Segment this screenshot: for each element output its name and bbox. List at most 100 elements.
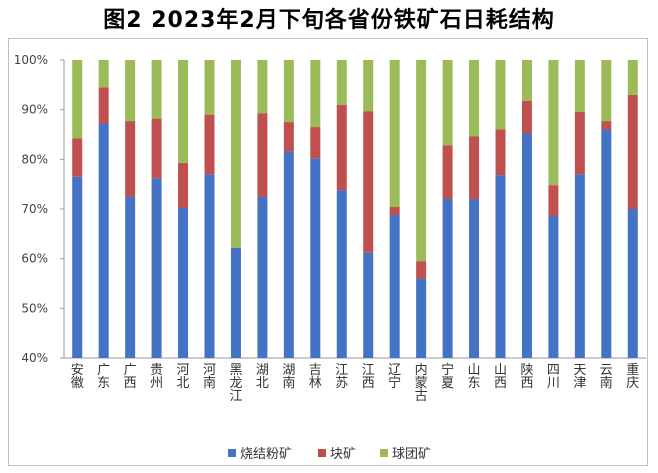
x-category-char: 州	[150, 376, 163, 391]
x-category-char: 北	[256, 376, 269, 391]
bar-segment	[98, 123, 109, 358]
bar-segment	[310, 60, 321, 128]
x-category-char: 河	[203, 363, 216, 378]
bar-segment	[336, 104, 347, 191]
x-category-char: 江	[362, 363, 375, 378]
y-tick-label: 70%	[21, 202, 48, 216]
bar-segment	[495, 175, 506, 358]
chart-frame	[8, 38, 648, 466]
chart-title: 图2 2023年2月下旬各省份铁矿石日耗结构	[103, 8, 555, 33]
x-category-char: 西	[124, 376, 137, 391]
x-category-char: 庆	[626, 376, 639, 391]
bar-segment	[389, 207, 400, 215]
x-category-char: 龙	[229, 376, 242, 391]
y-tick-label: 90%	[21, 103, 48, 117]
bar-segment	[548, 215, 559, 358]
x-category-char: 川	[547, 376, 560, 391]
x-category-char: 西	[520, 376, 533, 391]
bar-segment	[125, 196, 136, 358]
bar-segment	[601, 129, 612, 358]
legend-label: 球团矿	[392, 447, 431, 462]
bar-segment	[72, 176, 83, 358]
bar-segment	[151, 178, 162, 358]
x-category-char: 南	[600, 375, 613, 391]
bar-segment	[469, 60, 480, 137]
bar-segment	[125, 60, 136, 122]
bar-segment	[230, 60, 241, 248]
y-tick-label: 40%	[21, 351, 48, 365]
x-category-char: 东	[97, 376, 110, 391]
bar-segment	[178, 60, 189, 163]
bar-segment	[283, 151, 294, 358]
x-category-char: 苏	[335, 375, 348, 391]
bar-segment	[204, 114, 215, 175]
bar-segment	[389, 60, 400, 208]
bar-segment	[495, 129, 506, 176]
bar-segment	[257, 196, 268, 358]
x-category-char: 蒙	[415, 376, 428, 391]
x-category-char: 津	[573, 376, 586, 391]
x-category-char: 广	[124, 363, 137, 378]
bar-segment	[521, 60, 532, 101]
bar-segment	[230, 247, 241, 358]
bar-segment	[601, 121, 612, 130]
bar-segment	[310, 158, 321, 358]
bar-segment	[442, 199, 453, 358]
legend-label: 烧结粉矿	[240, 447, 292, 462]
x-category-char: 古	[415, 389, 428, 404]
bar-segment	[98, 60, 109, 88]
bar-segment	[627, 60, 638, 95]
legend-swatch	[380, 449, 388, 457]
bar-segment	[125, 121, 136, 197]
legend-label: 块矿	[330, 447, 356, 462]
x-category-char: 重	[626, 362, 639, 378]
bar-segment	[469, 136, 480, 200]
bar-segment	[257, 113, 268, 197]
x-category-char: 北	[177, 376, 190, 391]
bar-segment	[151, 118, 162, 179]
x-category-char: 辽	[388, 363, 401, 378]
x-category-char: 四	[547, 363, 560, 378]
x-category-char: 河	[177, 363, 190, 378]
bar-segment	[98, 87, 109, 124]
bar-segment	[204, 174, 215, 358]
bar-segment	[363, 252, 374, 358]
y-tick-label: 60%	[21, 252, 48, 266]
bar-segment	[363, 60, 374, 112]
x-category-char: 内	[415, 362, 428, 378]
bar-segment	[601, 60, 612, 122]
x-category-char: 山	[494, 363, 507, 378]
x-category-char: 云	[600, 363, 613, 378]
bar-segment	[151, 60, 162, 119]
bar-segment	[574, 60, 585, 112]
x-category-char: 徽	[71, 376, 84, 391]
bar-segment	[416, 60, 427, 262]
bar-segment	[178, 162, 189, 209]
x-category-char: 吉	[309, 363, 322, 378]
y-tick-label: 100%	[14, 53, 48, 67]
bar-segment	[548, 60, 559, 186]
x-category-char: 林	[309, 376, 322, 391]
x-category-char: 西	[494, 376, 507, 391]
bar-segment	[469, 199, 480, 358]
x-category-char: 安	[71, 363, 84, 378]
x-category-char: 西	[362, 376, 375, 391]
bar-segment	[548, 185, 559, 216]
bar-segment	[178, 208, 189, 358]
x-category-char: 江	[335, 363, 348, 378]
bar-segment	[521, 100, 532, 134]
bar-segment	[627, 94, 638, 209]
x-category-char: 东	[468, 376, 481, 391]
bar-segment	[627, 209, 638, 358]
x-category-char: 湖	[282, 363, 295, 378]
bar-segment	[283, 60, 294, 123]
bar-segment	[363, 111, 374, 253]
x-category-char: 黑	[229, 363, 242, 378]
x-category-char: 南	[282, 375, 295, 391]
x-category-char: 贵	[150, 363, 163, 378]
x-category-char: 江	[229, 389, 242, 404]
bar-segment	[72, 138, 83, 177]
bar-segment	[310, 127, 321, 159]
y-tick-label: 50%	[21, 301, 48, 315]
